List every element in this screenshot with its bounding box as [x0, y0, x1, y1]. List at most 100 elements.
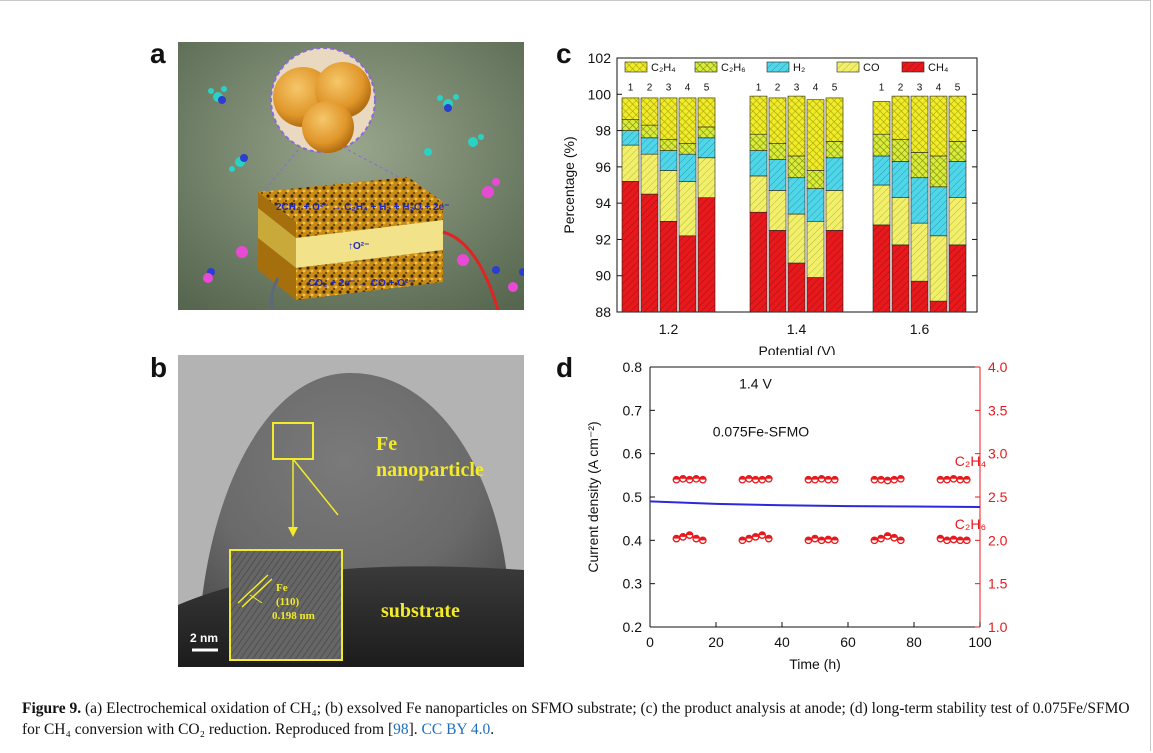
- bar-segment-c2h6: [768, 142, 787, 160]
- panel-b-tem-image: Fe (110) 0.198 nm Fe nanoparticle substr…: [178, 355, 524, 667]
- bar-segment-co: [891, 197, 910, 246]
- series-label-c2h4: C₂H₄: [955, 453, 987, 469]
- caption-license-link[interactable]: CC BY 4.0: [421, 721, 491, 738]
- point-fill: [871, 476, 878, 480]
- bar-segment-ch4: [659, 220, 678, 313]
- bar-segment-h2: [948, 161, 967, 198]
- caption-reference-link[interactable]: 98: [393, 721, 409, 738]
- bar-segment-c2h6: [910, 152, 929, 179]
- caption-text-3: .: [490, 721, 495, 738]
- bar-segment-c2h6: [749, 133, 768, 151]
- point-fill: [745, 475, 753, 479]
- point-fill: [673, 535, 680, 539]
- bar-segment-ch4: [678, 235, 697, 313]
- bar-segment-c2h6: [806, 170, 825, 189]
- point-fill: [891, 476, 898, 480]
- panel-letter-c: c: [556, 38, 572, 69]
- bar-segment-co: [806, 220, 825, 278]
- point-fill: [739, 537, 746, 541]
- bar-index-label: 3: [794, 82, 800, 93]
- y2-tick-label: 3.0: [988, 446, 1008, 462]
- bar-segment-ch4: [910, 280, 929, 313]
- y-tick-label: 92: [595, 231, 611, 247]
- bar-segment-ch4: [948, 244, 967, 313]
- y2-tick-label: 1.0: [988, 619, 1008, 635]
- point-fill: [752, 533, 759, 537]
- bar-segment-ch4: [787, 262, 806, 313]
- bar-index-label: 4: [685, 82, 691, 93]
- nanoparticle-callout-title: nanoparticle: [376, 459, 484, 481]
- y-tick-label: 88: [595, 304, 611, 320]
- panel-a-illustration: 2CH₄ + O²⁻ → C₂H₄ + H₂ + H₂O + 2e⁻ ↑O²⁻ …: [178, 42, 524, 310]
- y-tick-label: 96: [595, 159, 611, 175]
- point-fill: [699, 476, 706, 480]
- y-tick-label: 0.8: [623, 359, 643, 375]
- panel-b-svg: Fe (110) 0.198 nm Fe nanoparticle substr…: [178, 355, 524, 667]
- panel-c-chart: 88 90 92 94 96 98 100 102 Percentage (%) 1.2 1 2 3 4 5…: [561, 50, 978, 355]
- bar-segment-co: [697, 157, 716, 199]
- sample-annotation: 0.075Fe-SFMO: [713, 423, 810, 439]
- point-fill: [957, 537, 964, 541]
- panel-letter-b: b: [150, 352, 168, 383]
- bar-segment-c2h4: [806, 99, 825, 171]
- legend-swatch-ch4: [901, 61, 925, 73]
- bar-segment-h2: [697, 137, 716, 159]
- fe-callout-title: Fe: [376, 433, 397, 455]
- voltage-annotation: 1.4 V: [739, 376, 772, 392]
- point-fill: [871, 537, 878, 541]
- point-fill: [963, 476, 970, 480]
- x-tick-label: 100: [968, 634, 992, 650]
- y-tick-label: 0.3: [623, 576, 643, 592]
- bar-index-label: 3: [917, 82, 923, 93]
- bar-segment-co: [678, 181, 697, 237]
- y-axis-label: Percentage (%): [561, 136, 577, 233]
- bar-segment-c2h4: [659, 97, 678, 140]
- point-fill: [891, 534, 898, 538]
- point-fill: [943, 537, 951, 541]
- series-label-c2h6: C₂H₆: [955, 516, 986, 532]
- point-fill: [884, 532, 891, 536]
- bar-segment-h2: [872, 155, 891, 186]
- bar-segment-ch4: [621, 181, 640, 313]
- point-fill: [897, 475, 904, 479]
- bar-segment-c2h4: [825, 97, 844, 142]
- point-fill: [831, 537, 838, 541]
- bar-index-label: 4: [936, 82, 942, 93]
- y2-tick-label: 3.5: [988, 402, 1008, 418]
- point-fill: [679, 475, 687, 479]
- bar-segment-h2: [768, 159, 787, 191]
- bar-segment-co: [621, 144, 640, 182]
- y-tick-label: 100: [588, 86, 612, 102]
- legend-label-h2: H₂: [793, 62, 805, 74]
- bar-segment-h2: [806, 188, 825, 222]
- legend-swatch-c2h6: [694, 61, 718, 73]
- x-tick-label: 40: [774, 634, 790, 650]
- point-fill: [679, 533, 687, 537]
- bar-segment-c2h4: [697, 97, 716, 128]
- point-fill: [686, 476, 693, 480]
- y2-tick-label: 1.5: [988, 576, 1008, 592]
- caption-text: (a) Electrochemical oxidation of CH₄; (b…: [22, 700, 1130, 738]
- point-fill: [693, 475, 700, 479]
- bar-segment-co: [929, 235, 948, 302]
- bar-segment-c2h4: [929, 95, 948, 157]
- bar-segment-c2h6: [929, 155, 948, 188]
- bar-segment-c2h6: [825, 141, 844, 159]
- bar-segment-ch4: [806, 277, 825, 313]
- point-fill: [759, 476, 766, 480]
- point-fill: [897, 537, 904, 541]
- panel-d-chart: 0.2 0.3 0.4 0.5 0.6 0.7 0.8 1.0 1.5 2.0 2.5 3.0 3.5 4…: [585, 359, 1008, 672]
- inset-plane-label: (110): [276, 596, 300, 608]
- y-axis-label: Current density (A cm⁻²): [585, 421, 601, 572]
- legend-label-c2h4: C₂H₄: [651, 62, 676, 74]
- bar-index-label: 2: [775, 82, 781, 93]
- x-tick-label: 1.6: [910, 321, 930, 337]
- point-fill: [957, 476, 964, 480]
- x-axis-label: Time (h): [789, 656, 841, 672]
- point-fill: [943, 476, 951, 480]
- point-fill: [739, 476, 746, 480]
- bar-segment-h2: [787, 177, 806, 215]
- point-fill: [831, 476, 838, 480]
- point-fill: [811, 535, 819, 539]
